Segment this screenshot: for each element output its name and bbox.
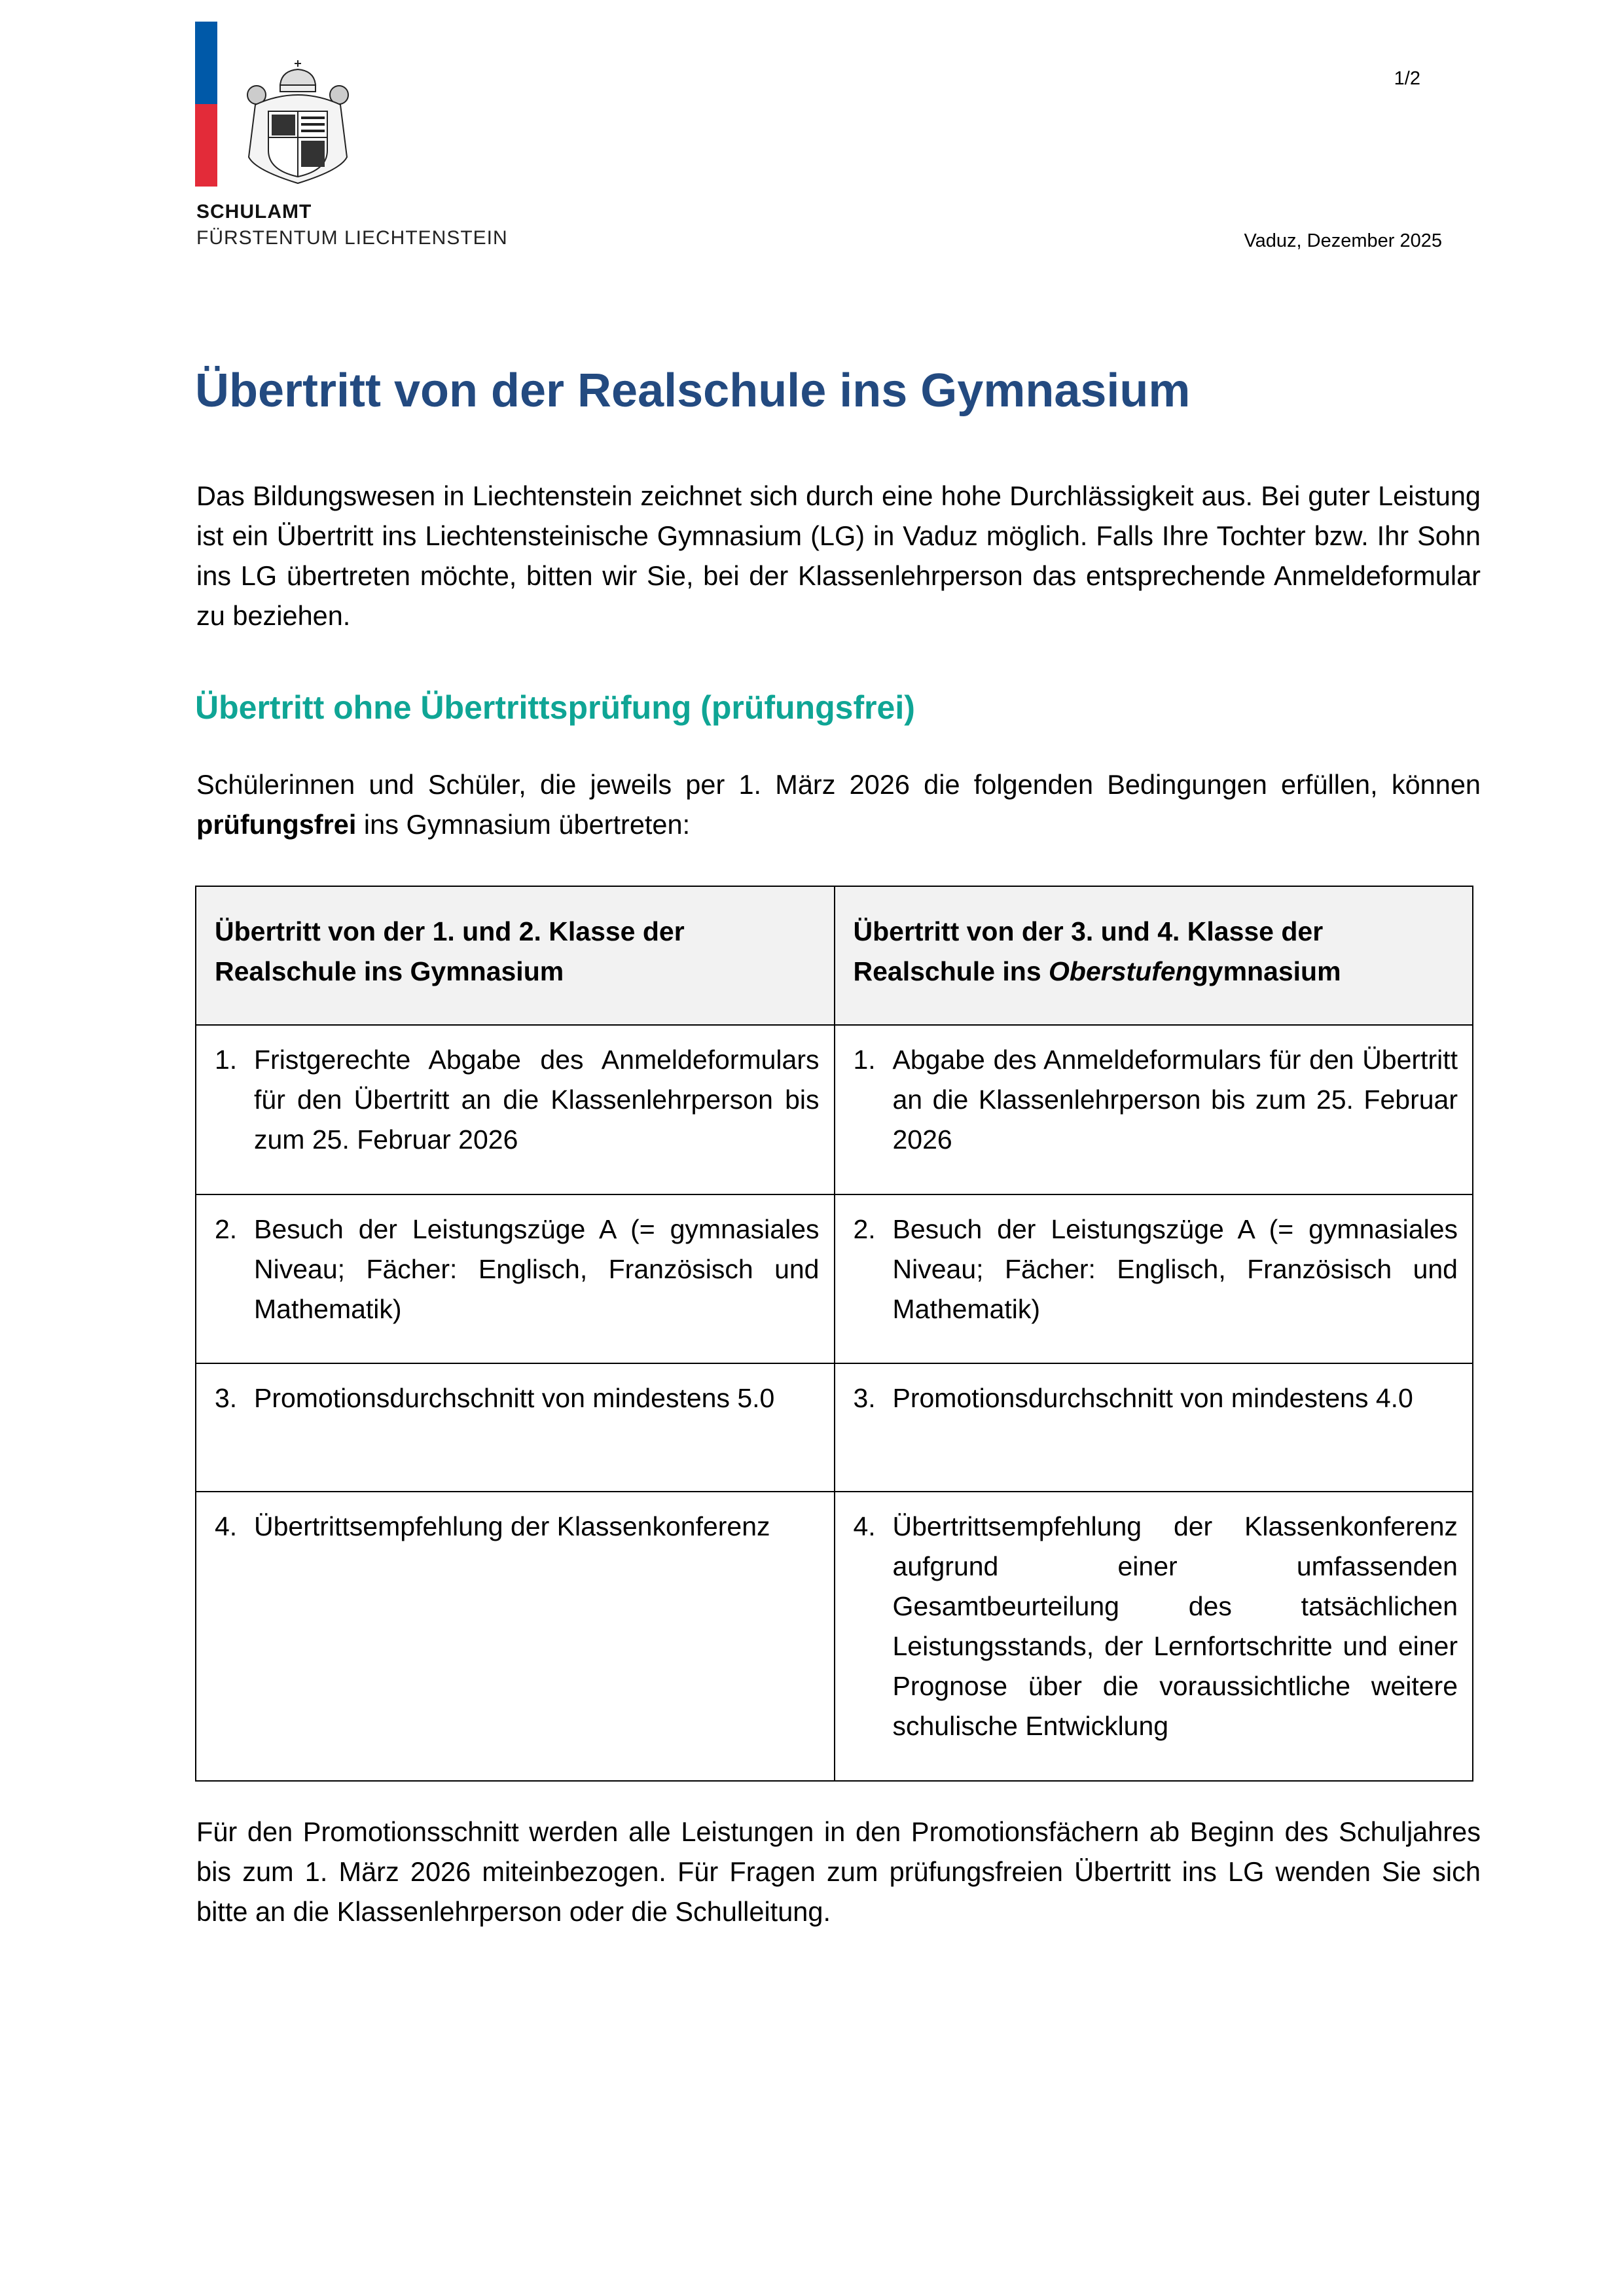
cell-right: 3. Promotionsdurchschnitt von mindestens … — [833, 1363, 1473, 1492]
item-text: Abgabe des Anmeldeformulars für den Über… — [892, 1045, 1458, 1155]
table-row: 3. Promotionsdurchschnitt von mindestens … — [195, 1363, 1473, 1492]
item-text: Fristgerechte Abgabe des Anmeldeformular… — [254, 1045, 820, 1155]
item-number: 3. — [853, 1383, 876, 1413]
item-text: Übertrittsempfehlung der Klassenkonferen… — [892, 1511, 1458, 1741]
table-row: 1. Fristgerechte Abgabe des Anmeldeformul… — [195, 1024, 1473, 1195]
page-number: 1/2 — [1394, 68, 1420, 89]
item-text: Promotionsdurchschnitt von mindestens 5.… — [254, 1383, 775, 1413]
page-title: Übertritt von der Realschule ins Gymnasi… — [195, 365, 1191, 417]
cell-right: 4. Übertrittsempfehlung der Klassenkonfer… — [833, 1491, 1473, 1782]
org-country: FÜRSTENTUM LIECHTENSTEIN — [196, 227, 508, 249]
col1-header: Übertritt von der 1. und 2. Klasse der R… — [195, 886, 835, 1026]
cell-left: 2. Besuch der Leistungszüge A (= gymnasia… — [195, 1194, 835, 1364]
cell-right: 1. Abgabe des Anmeldeformulars für den Üb… — [833, 1024, 1473, 1195]
item-text: Besuch der Leistungszüge A (= gymnasiale… — [892, 1214, 1458, 1324]
place-date: Vaduz, Dezember 2025 — [1244, 230, 1442, 251]
flag-stripe-blue — [195, 22, 217, 104]
table-row: 4. Übertrittsempfehlung der Klassenkonfer… — [195, 1491, 1473, 1782]
org-name: SCHULAMT — [196, 201, 312, 223]
table-header-row: Übertritt von der 1. und 2. Klasse der R… — [195, 886, 1473, 1026]
item-number: 1. — [853, 1045, 876, 1075]
bold-text: prüfungsfrei — [196, 809, 357, 840]
text: Schülerinnen und Schüler, die jeweils pe… — [196, 769, 1481, 800]
text: ins Gymnasium übertreten: — [356, 809, 691, 840]
table-row: 2. Besuch der Leistungszüge A (= gymnasia… — [195, 1194, 1473, 1364]
closing-paragraph: Für den Promotionsschnitt werden alle Le… — [196, 1816, 1481, 1927]
coat-of-arms-icon — [247, 60, 349, 185]
conditions-intro: Schülerinnen und Schüler, die jeweils pe… — [196, 764, 1481, 844]
cell-left: 4. Übertrittsempfehlung der Klassenkonfer… — [195, 1491, 835, 1782]
flag-stripe-red — [195, 104, 217, 187]
cell-left: 1. Fristgerechte Abgabe des Anmeldeformul… — [195, 1024, 835, 1195]
item-number: 3. — [215, 1383, 238, 1413]
item-number: 2. — [853, 1214, 876, 1244]
item-number: 1. — [215, 1045, 238, 1075]
text: Übertritt von der 3. und 4. Klasse der R… — [853, 916, 1324, 986]
item-text: Übertrittsempfehlung der Klassenkonferen… — [254, 1511, 770, 1541]
cell-left: 3. Promotionsdurchschnitt von mindestens … — [195, 1363, 835, 1492]
col2-header: Übertritt von der 3. und 4. Klasse der R… — [833, 886, 1473, 1026]
text: gymnasium — [1191, 956, 1341, 986]
section-heading: Übertritt ohne Übertrittsprüfung (prüfun… — [195, 689, 915, 726]
item-text: Besuch der Leistungszüge A (= gymnasiale… — [254, 1214, 820, 1324]
italic-text: Oberstufen — [1049, 956, 1192, 986]
conditions-table: Übertritt von der 1. und 2. Klasse der R… — [195, 886, 1473, 1782]
item-text: Promotionsdurchschnitt von mindestens 4.… — [892, 1383, 1413, 1413]
item-number: 4. — [853, 1511, 876, 1541]
cell-right: 2. Besuch der Leistungszüge A (= gymnasia… — [833, 1194, 1473, 1364]
item-number: 4. — [215, 1511, 238, 1541]
intro-paragraph: Das Bildungswesen in Liechtenstein zeich… — [196, 480, 1481, 631]
item-number: 2. — [215, 1214, 238, 1244]
